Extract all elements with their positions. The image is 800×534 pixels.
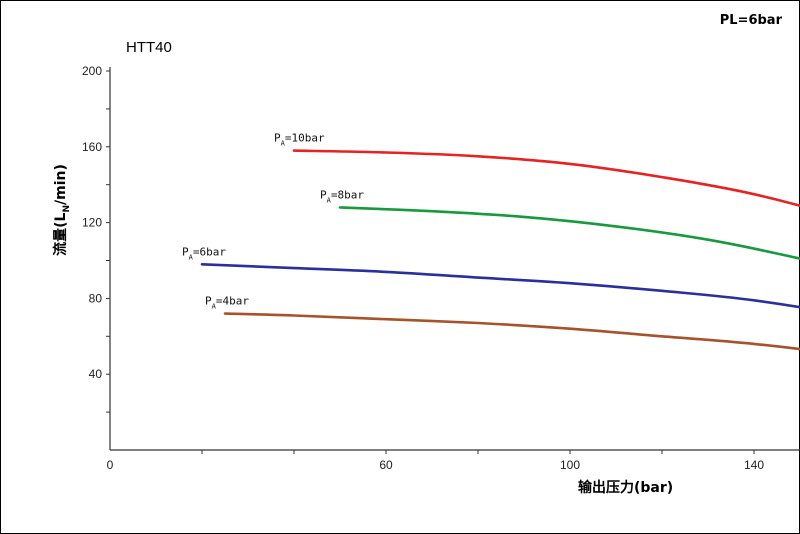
series-label-3: PA=6bar	[182, 245, 226, 261]
x-tick-label: 140	[744, 458, 764, 472]
pl-label: PL=6bar	[720, 13, 783, 28]
series-lines	[200, 149, 800, 351]
series-line-4	[223, 312, 800, 351]
chart-title: HTT40	[126, 39, 172, 56]
y-tick-label: 160	[82, 140, 102, 154]
y-tick-label: 80	[89, 291, 103, 305]
x-tick-label: 100	[560, 458, 580, 472]
series-label-1: PA=10bar	[274, 132, 325, 148]
series-labels: PA=10bar PA=8bar PA=6bar PA=4bar	[182, 132, 364, 311]
series-label-4: PA=4bar	[205, 295, 249, 311]
y-axis-title: 流量(LN/min)	[52, 164, 72, 256]
x-tick-label: 0	[107, 458, 114, 472]
series-line-3	[200, 263, 800, 309]
x-tick-label: 60	[379, 458, 393, 472]
series-line-2	[338, 206, 800, 260]
series-line-1	[292, 149, 800, 208]
y-tick-label: 200	[82, 64, 102, 78]
axes: 4080120160200060100140160200240280	[82, 64, 800, 472]
series-label-2: PA=8bar	[320, 188, 364, 204]
y-tick-label: 40	[89, 367, 103, 381]
x-axis-title: 输出压力(bar)	[578, 479, 673, 496]
y-tick-label: 120	[82, 216, 102, 230]
